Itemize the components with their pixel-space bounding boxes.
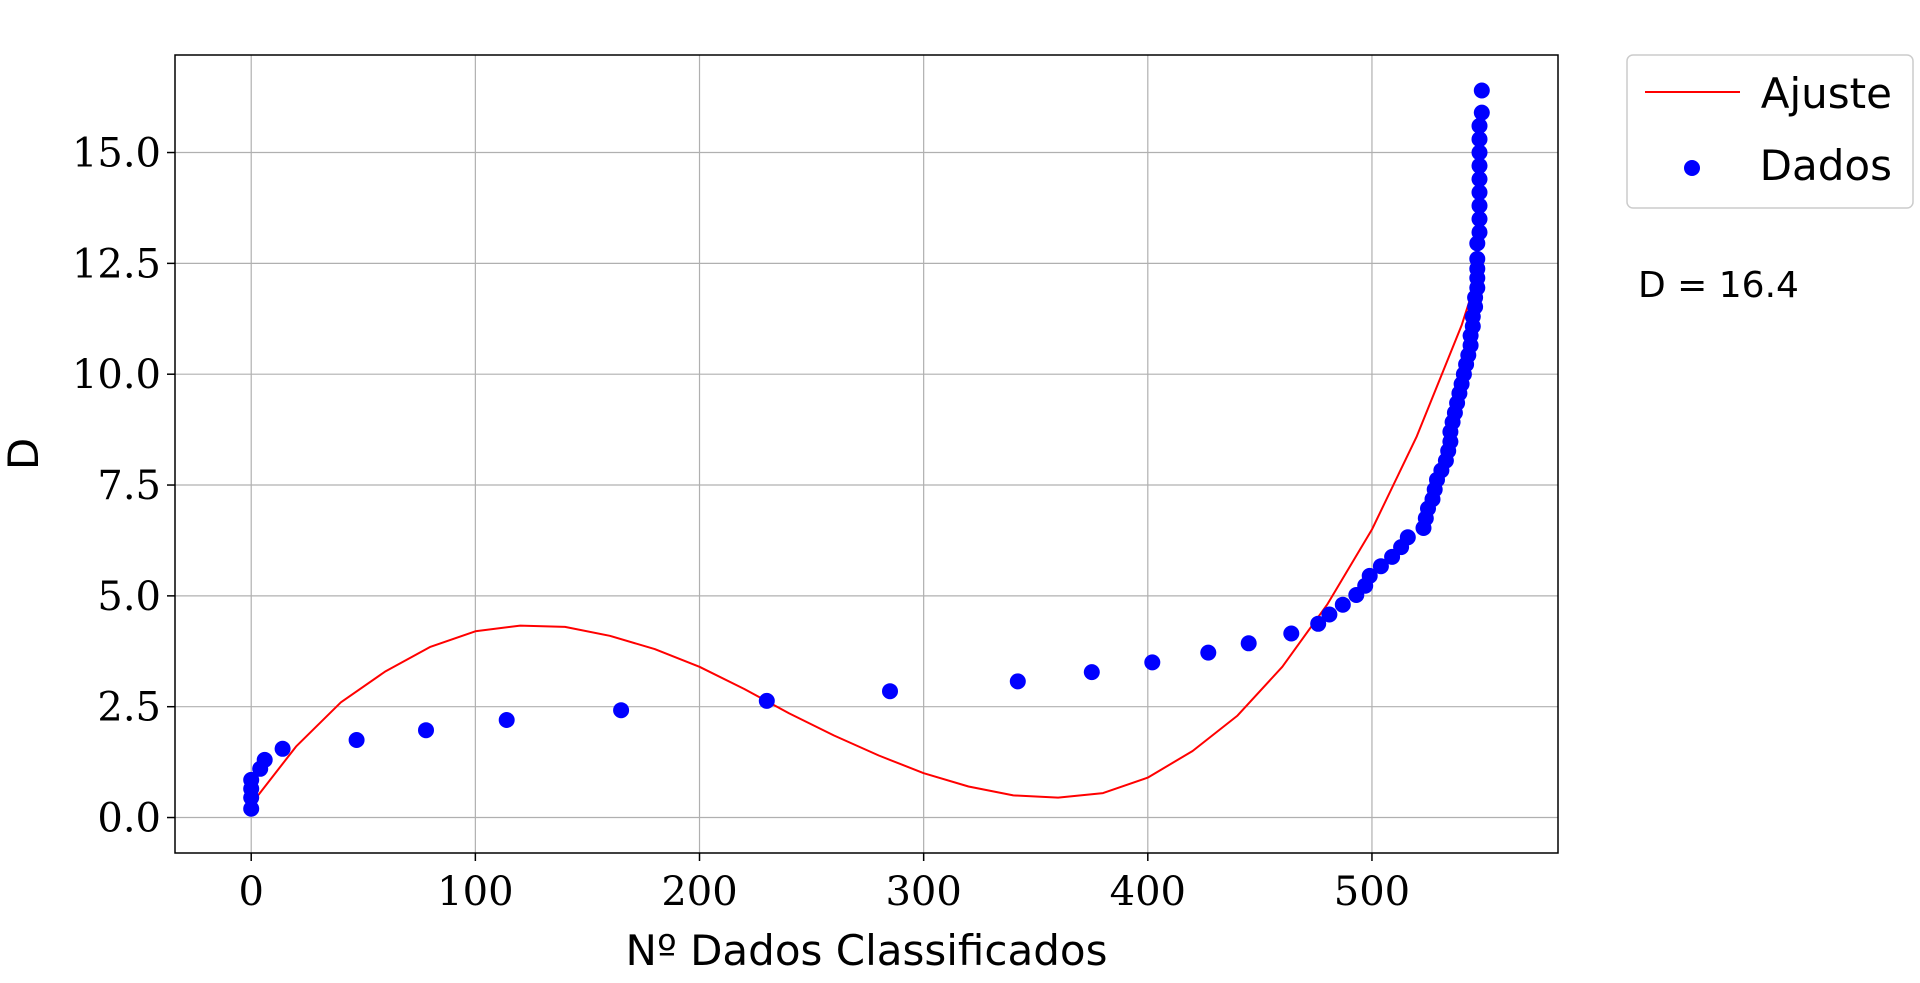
x-tick-label: 400 [1110,869,1186,915]
x-tick-label: 100 [437,869,513,915]
x-tick-label: 200 [661,869,737,915]
data-point [1471,131,1488,148]
data-point [1471,197,1488,214]
data-point [1471,224,1488,241]
y-axis-label: D [0,438,48,470]
x-axis-label: Nº Dados Classificados [626,926,1108,975]
data-point [613,702,630,719]
data-point [256,751,273,768]
y-axis-ticks: 0.0 2.5 5.0 7.5 10.0 12.5 15.0 [72,131,175,842]
y-tick-label: 10.0 [72,352,161,398]
data-point [1471,157,1488,174]
data-point [1471,184,1488,201]
data-point [1471,144,1488,161]
legend-label-ajuste: Ajuste [1761,69,1892,118]
data-point [1009,673,1026,690]
data-point [1144,654,1161,671]
data-point [882,683,898,700]
x-tick-label: 0 [238,869,263,915]
x-tick-label: 500 [1334,869,1410,915]
data-point [758,692,775,709]
plot-series [243,82,1490,817]
data-point [243,800,260,817]
y-tick-label: 12.5 [72,241,161,287]
data-point [1200,644,1217,661]
legend: Ajuste Dados [1626,54,1914,209]
plot-frame [174,54,1559,854]
data-point [1469,250,1486,267]
data-point [1473,104,1490,121]
legend-label-dados: Dados [1760,141,1892,190]
data-point [1372,558,1389,575]
data-point [1399,529,1416,546]
grid [175,55,1558,853]
y-tick-label: 0.0 [97,796,161,842]
legend-swatch-dot [1684,160,1700,176]
data-point [1083,664,1100,681]
data-point [1471,117,1488,134]
data-point [1321,606,1338,623]
data-point [1471,211,1488,227]
series-line-ajuste [250,276,1479,805]
data-point [498,712,515,728]
y-tick-label: 2.5 [97,685,161,731]
data-point [348,732,365,748]
y-tick-label: 5.0 [97,574,161,620]
data-point [418,722,434,739]
data-point [1334,596,1351,613]
x-tick-label: 300 [885,869,961,915]
y-tick-label: 7.5 [97,463,161,509]
data-point [1310,615,1327,632]
data-point [1471,171,1488,188]
x-axis-ticks: 0 100 200 300 400 500 [238,853,1410,915]
data-point [1361,567,1378,584]
data-point [274,740,291,757]
data-point [1283,625,1300,642]
annotation-d-value: D = 16.4 [1638,265,1799,306]
data-point [243,771,260,788]
y-tick-label: 15.0 [72,131,161,177]
data-point [1473,82,1490,99]
data-point [1240,635,1257,652]
